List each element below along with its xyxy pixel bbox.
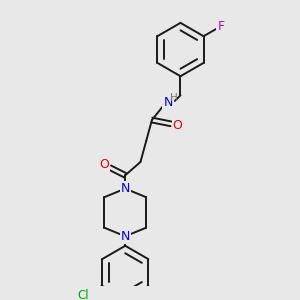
Text: N: N	[121, 182, 130, 195]
Text: N: N	[121, 230, 130, 243]
Text: O: O	[173, 119, 183, 132]
Text: Cl: Cl	[77, 289, 89, 300]
Text: F: F	[217, 20, 224, 33]
Text: H: H	[170, 93, 178, 103]
Text: O: O	[99, 158, 109, 171]
Text: N: N	[164, 96, 173, 110]
